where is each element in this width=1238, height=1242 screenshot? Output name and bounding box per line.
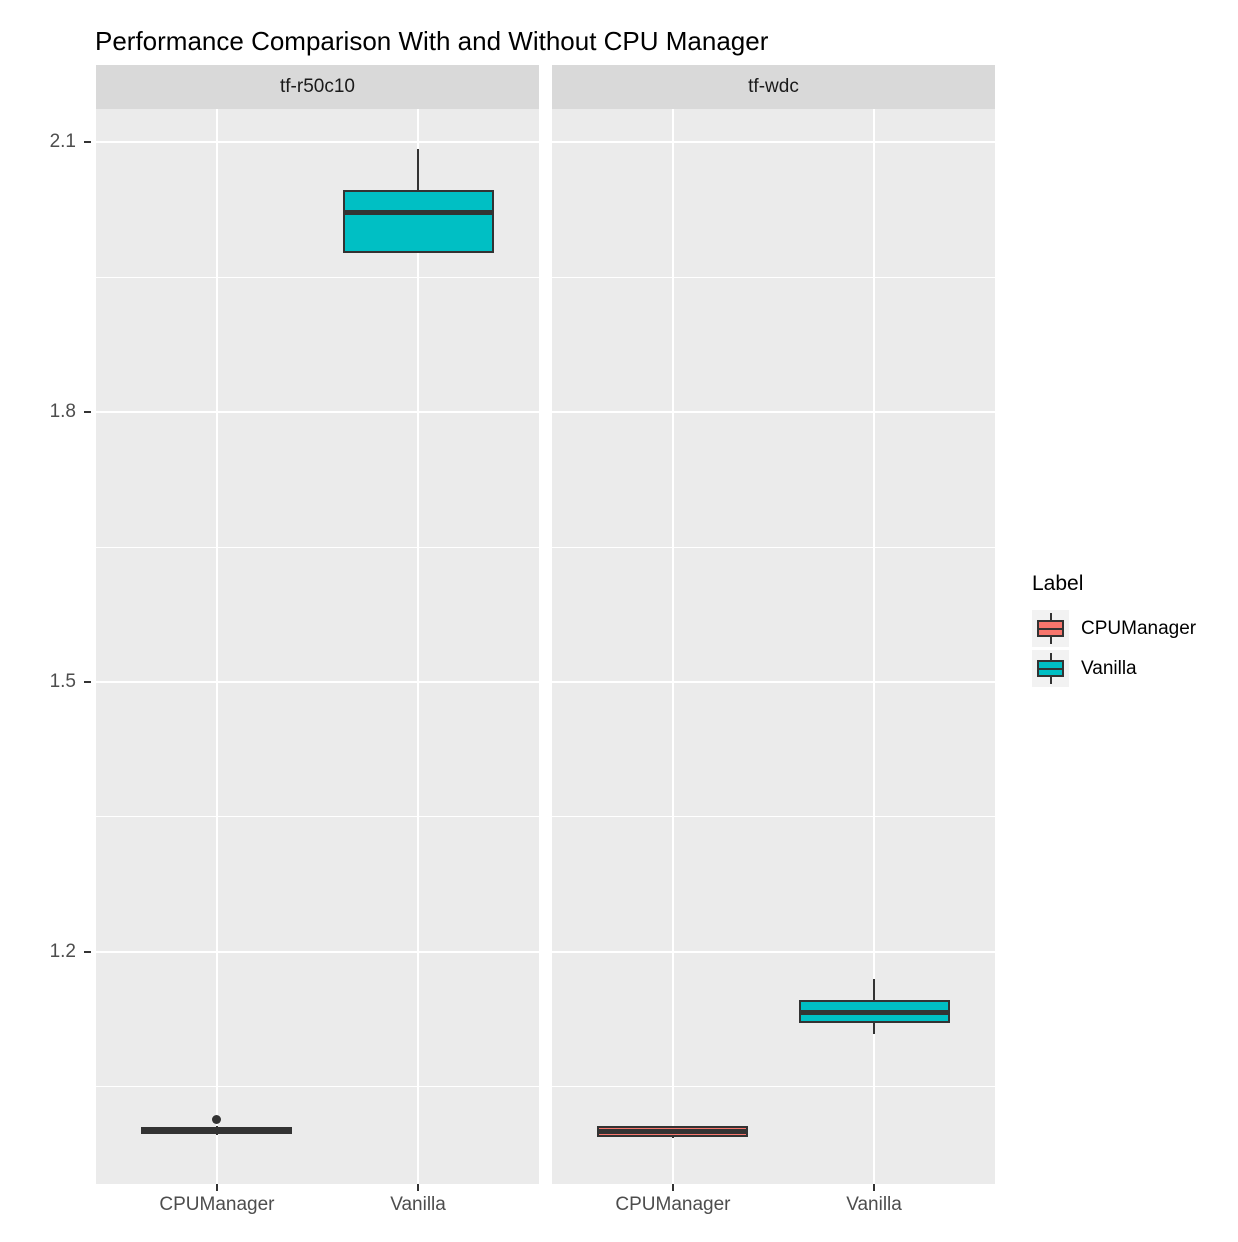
x-tick-label: Vanilla [390, 1194, 446, 1215]
minor-gridline [552, 546, 995, 548]
major-gridline [96, 141, 539, 144]
box-vanilla [342, 189, 494, 253]
boxplot-key-icon [1032, 610, 1069, 647]
lower-whisker [671, 1137, 674, 1139]
major-gridline [552, 141, 995, 144]
median-line [599, 1128, 747, 1134]
chart-title: Performance Comparison With and Without … [95, 26, 769, 56]
category-gridline [417, 109, 420, 1184]
y-tick-label: 1.2 [49, 940, 76, 962]
minor-gridline [552, 816, 995, 818]
facet-strip-tf-r50c10: tf-r50c10 [96, 65, 539, 109]
y-tick-label: 1.8 [49, 401, 76, 423]
y-tick-mark [84, 681, 91, 684]
panel-tf-wdc [552, 109, 995, 1184]
upper-whisker [215, 1126, 218, 1128]
median-line [143, 1129, 291, 1132]
median-line [800, 1010, 948, 1016]
boxplot-key-icon [1032, 650, 1069, 687]
upper-whisker [671, 1125, 674, 1127]
minor-gridline [96, 1086, 539, 1088]
major-gridline [96, 681, 539, 684]
box-cpumanager [597, 1126, 749, 1138]
y-tick-label: 1.5 [49, 671, 76, 693]
x-tick-mark [215, 1184, 218, 1191]
major-gridline [552, 681, 995, 684]
x-tick-label: CPUManager [615, 1194, 731, 1215]
box-cpumanager [141, 1127, 293, 1134]
minor-gridline [96, 816, 539, 818]
y-tick-label: 2.1 [49, 131, 76, 153]
upper-whisker [873, 978, 876, 1000]
x-tick-mark [417, 1184, 420, 1191]
major-gridline [552, 411, 995, 414]
key-median-line [1037, 627, 1064, 630]
minor-gridline [96, 546, 539, 548]
x-tick-mark [671, 1184, 674, 1191]
box-vanilla [798, 999, 950, 1023]
minor-gridline [552, 276, 995, 278]
category-gridline [215, 109, 218, 1184]
category-gridline [671, 109, 674, 1184]
y-tick-mark [84, 950, 91, 953]
major-gridline [96, 411, 539, 414]
median-line [344, 210, 492, 216]
key-box-swatch [1037, 620, 1064, 637]
lower-whisker [873, 1022, 876, 1034]
legend-item-cpumanager: CPUManager [1032, 610, 1196, 647]
legend: Label CPUManager Vanilla [1032, 572, 1196, 690]
legend-title: Label [1032, 572, 1084, 595]
key-median-line [1037, 667, 1064, 670]
legend-label-vanilla: Vanilla [1081, 657, 1137, 679]
upper-whisker [417, 149, 420, 190]
legend-label-cpumanager: CPUManager [1081, 617, 1197, 639]
outlier-point [212, 1114, 222, 1124]
category-gridline [873, 109, 876, 1184]
y-tick-mark [84, 411, 91, 414]
x-tick-mark [873, 1184, 876, 1191]
minor-gridline [552, 1086, 995, 1088]
facet-strip-tf-wdc: tf-wdc [552, 65, 995, 109]
major-gridline [96, 950, 539, 953]
legend-item-vanilla: Vanilla [1032, 650, 1196, 687]
x-tick-label: Vanilla [846, 1194, 902, 1215]
minor-gridline [96, 276, 539, 278]
panel-tf-r50c10 [96, 109, 539, 1184]
lower-whisker [215, 1133, 218, 1136]
key-box-swatch [1037, 660, 1064, 677]
major-gridline [552, 950, 995, 953]
y-tick-mark [84, 141, 91, 144]
x-tick-label: CPUManager [159, 1194, 275, 1215]
